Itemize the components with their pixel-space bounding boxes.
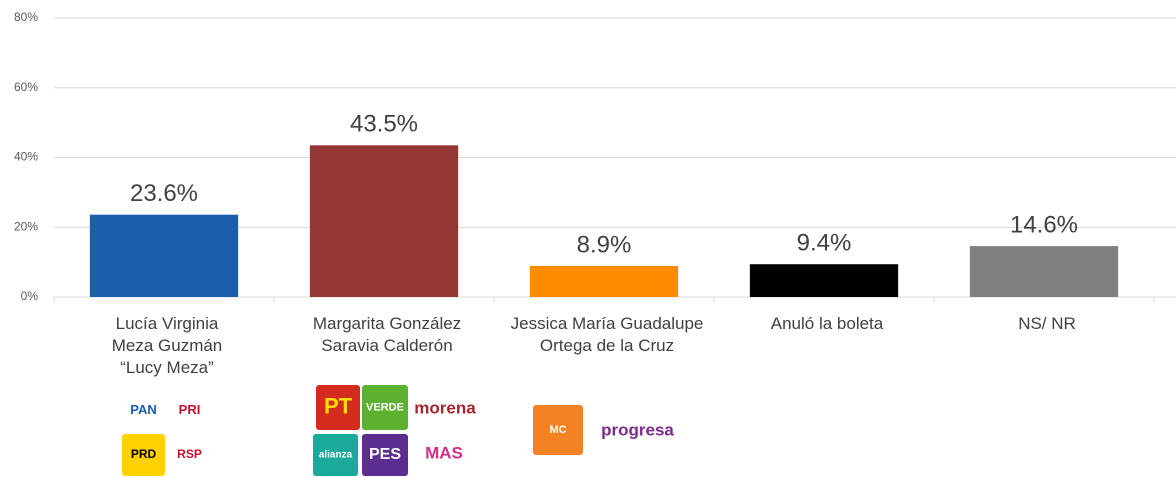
- party-logo-label: PRD: [131, 447, 157, 461]
- party-logo-label: MAS: [425, 443, 463, 462]
- y-tick-label: 0%: [21, 289, 39, 303]
- party-logo-label: VERDE: [366, 401, 404, 413]
- party-logo: [122, 389, 165, 432]
- party-logo-label: RSP: [177, 447, 202, 461]
- party-logo: [362, 434, 408, 476]
- y-tick-label: 60%: [14, 80, 38, 94]
- x-tick-label: Jessica María Guadalupe Ortega de la Cru…: [510, 314, 704, 355]
- party-logo: [410, 395, 480, 423]
- party-logo: [168, 389, 211, 432]
- y-tick-label: 40%: [14, 150, 38, 164]
- x-tick-label: Lucía Virginia Meza Guzmán “Lucy Meza”: [111, 314, 223, 377]
- party-logo-label: alianza: [319, 450, 353, 461]
- party-logo-label: PES: [369, 446, 401, 463]
- x-tick-label: Anuló la boleta: [770, 314, 884, 333]
- bar: [529, 265, 679, 297]
- y-tick-label: 80%: [14, 10, 38, 24]
- party-logo: [313, 434, 358, 476]
- value-label: 43.5%: [350, 111, 418, 138]
- y-tick-label: 20%: [14, 219, 38, 233]
- bar: [309, 145, 459, 297]
- party-logo-label: PRI: [179, 402, 201, 417]
- party-logo-label: MC: [549, 424, 566, 436]
- party-logo-label: PAN: [130, 402, 156, 417]
- value-label: 14.6%: [1010, 211, 1078, 238]
- bar: [969, 246, 1119, 297]
- value-label: 23.6%: [130, 180, 198, 207]
- party-logo: [168, 434, 211, 476]
- party-logo: [122, 434, 165, 476]
- party-logo: [316, 385, 360, 430]
- party-logo-label: PT: [324, 393, 353, 418]
- party-logo-label: morena: [414, 398, 476, 417]
- party-logo: [415, 437, 473, 471]
- party-logo: [533, 405, 583, 455]
- value-label: 8.9%: [577, 231, 632, 258]
- value-label: 9.4%: [797, 230, 852, 257]
- x-tick-label: NS/ NR: [1018, 314, 1076, 333]
- bar: [749, 264, 899, 297]
- x-tick-label: Margarita González Saravia Calderón: [312, 314, 462, 355]
- party-logo: [362, 385, 408, 430]
- party-logo-label: progresa: [601, 420, 674, 439]
- party-logo: [585, 416, 690, 446]
- bar: [89, 214, 239, 297]
